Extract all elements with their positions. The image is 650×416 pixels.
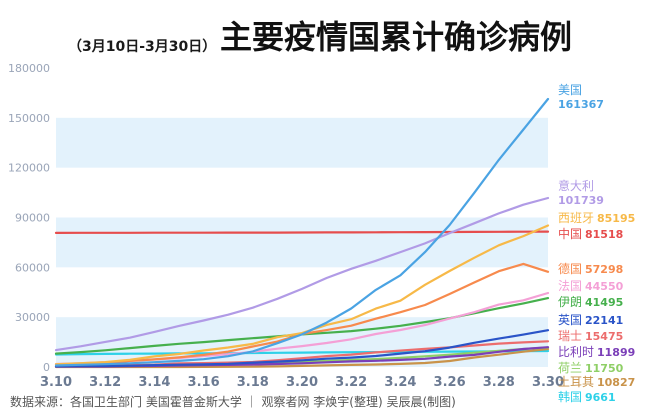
series-name: 比利时 (558, 345, 594, 359)
series-value: 11750 (585, 362, 624, 375)
y-tick-label: 150000 (8, 112, 50, 125)
series-name: 美国 (558, 83, 582, 97)
series-value: 44550 (585, 280, 624, 293)
series-line (54, 230, 550, 234)
series-lines (54, 97, 550, 369)
series-value: 10827 (597, 376, 635, 389)
series-label: 英国 22141 (558, 313, 623, 327)
series-value: 11899 (597, 346, 635, 359)
x-tick-label: 3.10 (40, 375, 72, 390)
x-tick-label: 3.16 (188, 375, 220, 390)
x-tick-label: 3.20 (286, 375, 318, 390)
series-value: 101739 (558, 194, 604, 207)
chart-subtitle: （3月10日-3月30日） (68, 39, 216, 55)
x-tick-label: 3.12 (89, 375, 121, 390)
series-name: 荷兰 (558, 361, 582, 375)
series-name: 德国 (558, 261, 582, 276)
series-value: 161367 (558, 98, 604, 111)
series-label: 土耳其 10827 (558, 375, 635, 389)
grid-bands (56, 117, 548, 367)
x-tick-label: 3.18 (237, 375, 269, 390)
chart-title: 主要疫情国累计确诊病例 (220, 18, 572, 56)
x-tick-label: 3.14 (138, 375, 170, 390)
series-label: 中国 81518 (558, 226, 623, 241)
series-label: 法国 44550 (558, 279, 624, 293)
series-line (54, 349, 550, 356)
source-note: 数据来源：各国卫生部门 美国霍普金斯大学 ｜ 观察者网 李焕宇(整理) 吴辰晨(… (10, 394, 456, 409)
series-value: 57298 (585, 263, 623, 276)
series-label: 德国 57298 (558, 261, 623, 276)
series-name: 西班牙 (558, 211, 594, 225)
y-tick-label: 180000 (8, 62, 50, 75)
x-axis: 3.10 3.12 3.14 3.16 3.18 3.20 3.22 3.24 3.26 3.28… (40, 375, 564, 390)
series-name: 意大利 (558, 178, 594, 193)
series-name: 中国 (558, 226, 582, 241)
series-value: 81518 (585, 228, 623, 241)
series-line (54, 196, 550, 352)
series-value: 85195 (597, 212, 635, 225)
series-label: 西班牙 85195 (558, 211, 635, 225)
series-value: 22141 (585, 314, 623, 327)
series-label: 伊朗 41495 (558, 295, 623, 309)
x-tick-label: 3.30 (532, 375, 564, 390)
x-tick-label: 3.22 (335, 375, 367, 390)
series-line (54, 329, 550, 368)
grid-band (56, 117, 548, 168)
series-name: 英国 (558, 313, 582, 327)
series-label: 韩国 9661 (558, 389, 616, 404)
series-value: 41495 (585, 296, 623, 309)
grid-band (56, 217, 548, 268)
series-value: 15475 (585, 330, 623, 343)
series-line (54, 97, 550, 367)
series-name: 瑞士 (558, 329, 582, 343)
series-label: 瑞士 15475 (558, 329, 623, 343)
series-name: 伊朗 (558, 295, 582, 309)
y-axis: 0 30000 60000 90000 120000 150000 180000 (8, 62, 50, 374)
y-tick-label: 90000 (15, 212, 50, 225)
series-label: 荷兰 11750 (558, 361, 624, 375)
y-tick-label: 120000 (8, 162, 50, 175)
x-tick-label: 3.28 (483, 375, 515, 390)
series-label: 比利时 11899 (558, 345, 635, 359)
y-tick-label: 30000 (15, 311, 50, 324)
x-tick-label: 3.26 (434, 375, 466, 390)
series-name: 韩国 (558, 389, 582, 404)
series-line (54, 224, 550, 366)
series-name: 法国 (558, 279, 582, 293)
x-tick-label: 3.24 (384, 375, 416, 390)
y-tick-label: 0 (43, 361, 50, 374)
series-name: 土耳其 (558, 375, 594, 389)
y-tick-label: 60000 (15, 261, 50, 274)
series-value: 9661 (585, 391, 616, 404)
